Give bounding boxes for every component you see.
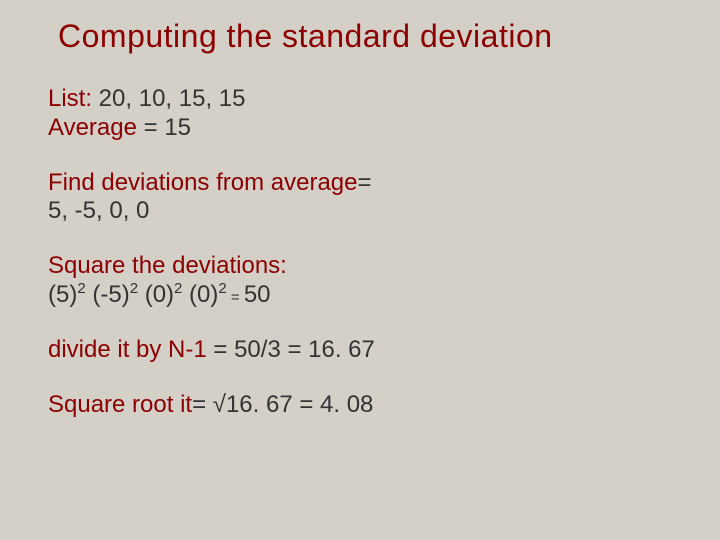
deviations-equals: =: [358, 169, 372, 196]
list-values: 20, 10, 15, 15: [92, 85, 245, 112]
square-block: Square the deviations: (5)2 (-5)2 (0)2 (…: [48, 252, 672, 310]
sq-term1-exp: 2: [77, 280, 85, 297]
page-title: Computing the standard deviation: [58, 18, 672, 55]
deviations-values: 5, -5, 0, 0: [48, 197, 149, 224]
sq-term4a: (0): [182, 281, 218, 308]
sq-term1a: (5): [48, 281, 77, 308]
sq-term3a: (0): [138, 281, 174, 308]
divide-block: divide it by N-1 = 50/3 = 16. 67: [48, 336, 672, 365]
sq-equals: =: [227, 289, 244, 306]
root-block: Square root it= √16. 67 = 4. 08: [48, 391, 672, 420]
list-label: List:: [48, 85, 92, 112]
deviations-block: Find deviations from average= 5, -5, 0, …: [48, 169, 672, 227]
divide-expr: = 50/3 = 16. 67: [207, 336, 375, 363]
average-value: = 15: [137, 114, 191, 141]
sq-term2a: (-5): [86, 281, 130, 308]
divide-label: divide it by N-1: [48, 336, 207, 363]
square-label: Square the deviations:: [48, 252, 287, 279]
sq-result: 50: [244, 281, 271, 308]
sq-term4-exp: 2: [218, 280, 226, 297]
root-label: Square root it: [48, 391, 192, 418]
list-block: List: 20, 10, 15, 15 Average = 15: [48, 85, 672, 143]
average-label: Average: [48, 114, 137, 141]
deviations-label: Find deviations from average: [48, 169, 358, 196]
sq-term2-exp: 2: [130, 280, 138, 297]
slide: Computing the standard deviation List: 2…: [0, 0, 720, 540]
root-expr: = √16. 67 = 4. 08: [192, 391, 373, 418]
